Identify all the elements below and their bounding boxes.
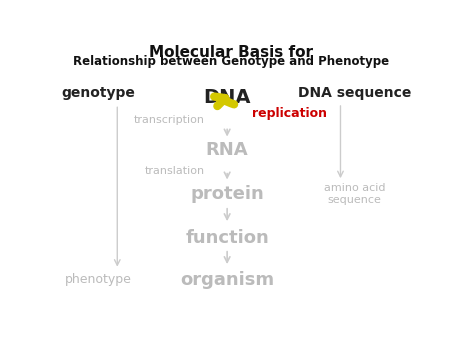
Text: transcription: transcription bbox=[134, 115, 204, 125]
Text: function: function bbox=[185, 230, 269, 247]
Text: phenotype: phenotype bbox=[65, 273, 131, 287]
Text: DNA: DNA bbox=[203, 88, 251, 107]
Text: translation: translation bbox=[144, 166, 204, 176]
Text: replication: replication bbox=[252, 107, 327, 120]
Text: Molecular Basis for: Molecular Basis for bbox=[148, 45, 313, 60]
Text: amino acid
sequence: amino acid sequence bbox=[324, 183, 385, 205]
Text: RNA: RNA bbox=[206, 141, 248, 159]
Text: genotype: genotype bbox=[61, 86, 135, 100]
Text: DNA sequence: DNA sequence bbox=[298, 86, 411, 100]
Text: organism: organism bbox=[180, 271, 274, 289]
Text: protein: protein bbox=[190, 185, 264, 203]
Text: Relationship between Genotype and Phenotype: Relationship between Genotype and Phenot… bbox=[72, 55, 389, 68]
